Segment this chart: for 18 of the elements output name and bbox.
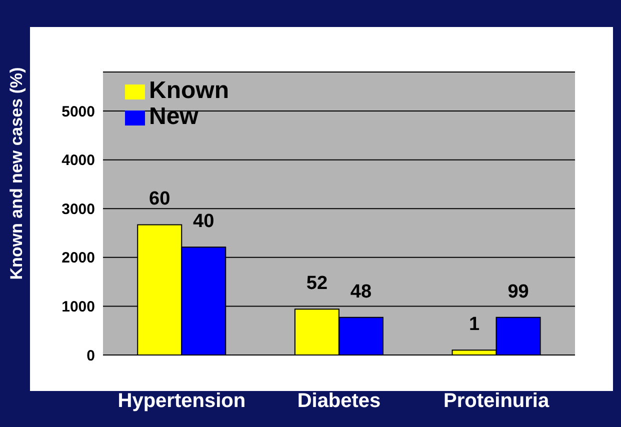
y-tick-label: 3000: [62, 200, 95, 218]
x-tick-label: Diabetes: [297, 390, 381, 412]
annotation: 99: [508, 281, 529, 302]
legend-label: New: [149, 103, 198, 130]
y-axis-title: Known and new cases (%): [7, 67, 26, 280]
legend-label: Known: [149, 77, 229, 104]
x-tick-label: Proteinuria: [444, 390, 550, 412]
annotation: 48: [350, 281, 372, 302]
annotation: 60: [149, 188, 170, 210]
annotation: 40: [193, 211, 214, 232]
annotation: 52: [306, 273, 328, 294]
y-tick-label: 2000: [62, 250, 95, 267]
y-tick-label: 0: [86, 347, 95, 364]
y-tick-label: 4000: [62, 152, 95, 170]
y-tick-label: 1000: [62, 298, 95, 316]
annotation: 1: [468, 314, 480, 336]
y-tick-label: 5000: [62, 103, 95, 120]
x-tick-label: Hypertension: [118, 390, 246, 412]
